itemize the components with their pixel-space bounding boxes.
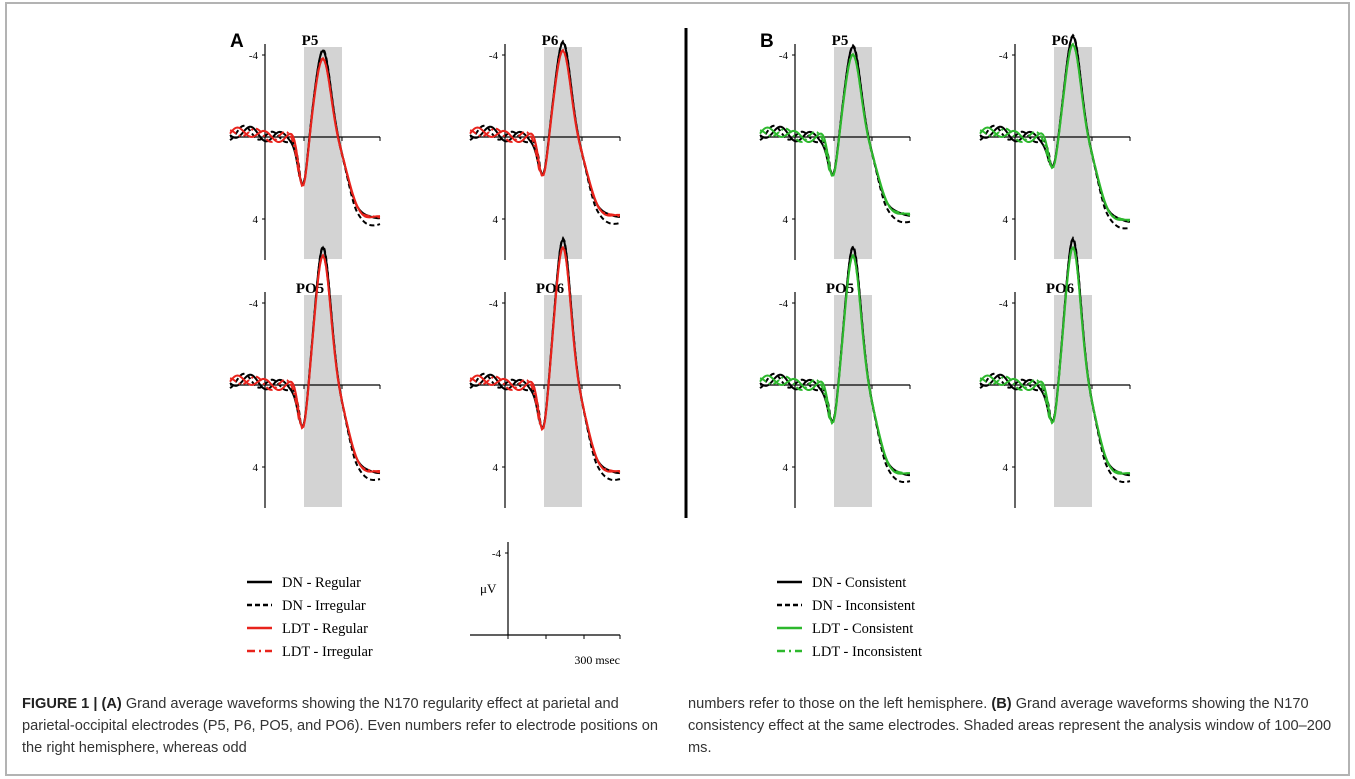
waveform-ldt-inconsistent	[759, 52, 911, 217]
analysis-window	[304, 295, 342, 507]
y-tick-label: -4	[249, 298, 259, 310]
analysis-window	[544, 295, 582, 507]
y-tick-label: -4	[249, 50, 259, 62]
scale-y-label: μV	[480, 581, 497, 596]
y-tick-label: -4	[999, 298, 1009, 310]
caption-left: FIGURE 1 | (A) Grand average waveforms s…	[22, 693, 672, 759]
legend-label: DN - Consistent	[812, 575, 906, 591]
legend-label: LDT - Consistent	[812, 621, 913, 637]
waveform-ldt-irregular	[229, 253, 381, 474]
y-tick-label: 4	[493, 214, 499, 226]
y-tick-label: 4	[253, 214, 259, 226]
caption-figure-label: FIGURE 1 | (A)	[22, 696, 122, 712]
legend-panel-a: DN - Regular DN - Irregular LDT - Regular L…	[247, 575, 373, 660]
waveform-dn-irregular	[229, 47, 381, 227]
erp-plot-po5-a: -4 4 PO5	[229, 244, 381, 508]
y-tick-label: 4	[783, 214, 789, 226]
scale-x-label: 300 msec	[574, 653, 620, 667]
waveform-ldt-inconsistent	[979, 245, 1131, 476]
analysis-window	[1054, 47, 1092, 259]
legend-label: LDT - Irregular	[282, 644, 373, 660]
plot-title: P5	[832, 33, 849, 49]
plot-title: P5	[302, 33, 319, 49]
waveform-ldt-inconsistent	[759, 253, 911, 476]
y-tick-label: -4	[999, 50, 1009, 62]
erp-plot-p6-b: -4 4 P6	[979, 33, 1131, 260]
erp-plot-p5-b: -4 4 P5	[759, 33, 911, 260]
plot-title: PO5	[296, 281, 324, 297]
erp-plot-p5-a: -4 4 P5	[229, 33, 381, 260]
erp-figure: -44P5-44P6-44PO5-44PO6A-44P5-44P6-44PO5-…	[229, 28, 1131, 667]
erp-plot-po5-b: -4 4 PO5	[759, 244, 911, 508]
waveform-ldt-irregular	[469, 48, 621, 218]
scale-tick-label: -4	[492, 548, 502, 560]
plot-title: P6	[1052, 33, 1069, 49]
legend-label: LDT - Regular	[282, 621, 368, 637]
y-tick-label: 4	[253, 462, 259, 474]
analysis-window	[544, 47, 582, 259]
y-tick-label: -4	[779, 298, 789, 310]
waveform-ldt-irregular	[229, 56, 381, 219]
y-tick-label: -4	[779, 50, 789, 62]
caption-label-b: (B)	[991, 696, 1012, 712]
analysis-window	[834, 47, 872, 259]
legend-label: DN - Inconsistent	[812, 598, 915, 614]
erp-plot-po6-b: -4 4 PO6	[979, 235, 1131, 508]
y-tick-label: -4	[489, 298, 499, 310]
figure-frame	[5, 2, 1350, 776]
y-tick-label: 4	[493, 462, 499, 474]
analysis-window	[834, 295, 872, 507]
panel-letter-b: B	[760, 31, 774, 52]
y-tick-label: 4	[1003, 214, 1009, 226]
erp-plot-po6-a: -4 4 PO6	[469, 236, 621, 508]
panel-letter-a: A	[230, 31, 244, 52]
plot-title: PO5	[826, 281, 854, 297]
legend-panel-b: DN - Consistent DN - Inconsistent LDT - Co…	[777, 575, 922, 660]
caption-text-left: Grand average waveforms showing the N170…	[22, 696, 658, 756]
plot-title: PO6	[1046, 281, 1075, 297]
y-tick-label: 4	[783, 462, 789, 474]
caption-text-right-2: Grand average waveforms showing the N170…	[688, 696, 1332, 756]
waveform-ldt-regular	[229, 57, 381, 219]
plot-title: PO6	[536, 281, 565, 297]
caption-text-right-1: numbers refer to those on the left hemis…	[688, 696, 992, 712]
y-tick-label: 4	[1003, 462, 1009, 474]
analysis-window	[1054, 295, 1092, 507]
erp-plot-p6-a: -4 4 P6	[469, 33, 621, 260]
legend-label: LDT - Inconsistent	[812, 644, 922, 660]
caption-right: numbers refer to those on the left hemis…	[688, 693, 1338, 759]
plot-title: P6	[542, 33, 559, 49]
legend-label: DN - Irregular	[282, 598, 366, 614]
analysis-window	[304, 47, 342, 259]
y-tick-label: -4	[489, 50, 499, 62]
legend-label: DN - Regular	[282, 575, 361, 591]
